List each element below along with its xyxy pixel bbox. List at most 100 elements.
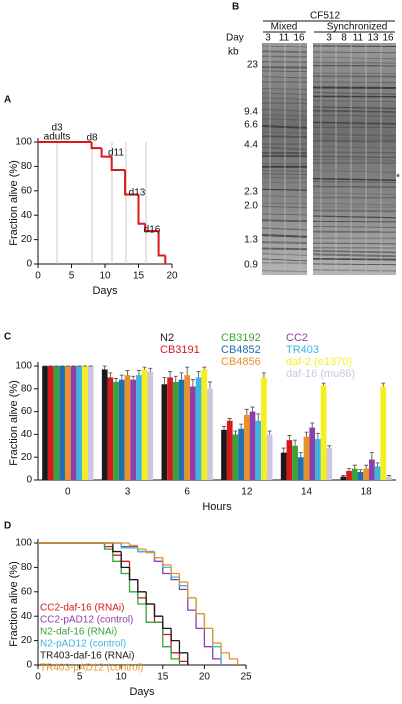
bar bbox=[124, 375, 131, 480]
gel-band bbox=[312, 220, 397, 223]
survival-step bbox=[170, 564, 180, 575]
y-tick-label: 80 bbox=[21, 562, 33, 573]
bar bbox=[70, 366, 77, 480]
bar bbox=[380, 386, 387, 480]
y-tick-label: 20 bbox=[21, 234, 33, 245]
legend-label: CB3192 bbox=[221, 332, 261, 344]
gel-band bbox=[312, 226, 397, 228]
x-tick-label: 18 bbox=[361, 487, 373, 498]
y-tick-label: 20 bbox=[21, 452, 33, 463]
error-bar bbox=[321, 382, 326, 386]
survival-step bbox=[195, 597, 205, 615]
chart-panel: D 0 20 40 60 80 100 Fraction alive (%) Days 0 5 10 1… bbox=[4, 521, 252, 698]
bar bbox=[292, 445, 298, 480]
survival-step bbox=[124, 170, 139, 196]
bar bbox=[297, 457, 304, 480]
error-bar bbox=[233, 430, 238, 435]
y-tick-label: 60 bbox=[21, 185, 33, 196]
gel-band bbox=[312, 209, 397, 213]
annotation: d16 bbox=[144, 225, 161, 236]
chart-panel: A 0 20 40 60 80 100 Fraction alive (%) Days 0 5 10 1… bbox=[4, 95, 178, 297]
x-tick-label: 15 bbox=[133, 271, 145, 282]
error-bar bbox=[375, 462, 380, 467]
gel-band bbox=[312, 158, 397, 161]
error-bar bbox=[281, 447, 286, 453]
bar bbox=[136, 375, 142, 480]
lane-label: 16 bbox=[293, 33, 305, 44]
error-bar bbox=[352, 464, 357, 469]
survival-step bbox=[110, 156, 126, 172]
bar bbox=[76, 366, 83, 480]
error-bar bbox=[173, 375, 178, 382]
survival-step bbox=[120, 543, 138, 549]
annotation: d11 bbox=[108, 148, 124, 159]
gel-band bbox=[312, 181, 397, 183]
bar bbox=[161, 384, 168, 480]
legend-label: TR403-pAD12 (control) bbox=[40, 663, 143, 674]
bar bbox=[178, 379, 185, 480]
bar bbox=[195, 377, 202, 480]
x-tick-label: 0 bbox=[35, 672, 41, 683]
size-label: 2.3 bbox=[244, 187, 258, 198]
bar bbox=[82, 366, 88, 480]
panel-label: C bbox=[4, 332, 11, 343]
bar bbox=[320, 385, 327, 480]
survival-step bbox=[212, 628, 222, 648]
survival-step bbox=[128, 573, 138, 593]
size-label: 0.9 bbox=[244, 260, 258, 271]
error-bar bbox=[244, 408, 249, 416]
legend-label: TR403 bbox=[286, 344, 319, 356]
survival-step bbox=[153, 551, 163, 559]
bar bbox=[386, 476, 392, 480]
gel-band bbox=[312, 136, 397, 140]
error-bar bbox=[108, 372, 113, 378]
survival-step bbox=[187, 582, 197, 599]
legend-label: CB4856 bbox=[221, 356, 261, 368]
bar bbox=[357, 472, 364, 480]
survival-step bbox=[162, 557, 172, 569]
survival-step bbox=[212, 628, 222, 644]
bar bbox=[351, 468, 358, 480]
gel-band bbox=[312, 250, 397, 254]
error-bar bbox=[364, 464, 369, 469]
error-bar bbox=[222, 426, 227, 430]
legend-label: N2-daf-16 (RNAi) bbox=[40, 627, 117, 638]
bar bbox=[59, 366, 65, 480]
panel-label: D bbox=[4, 521, 11, 532]
annotation: d13 bbox=[129, 188, 146, 199]
survival-step bbox=[145, 591, 155, 605]
bar bbox=[167, 377, 173, 480]
x-tick-label: 20 bbox=[166, 271, 178, 282]
survival-step bbox=[128, 561, 138, 581]
day-label: Day bbox=[226, 33, 244, 44]
group-label: Synchronized bbox=[327, 22, 388, 33]
error-bar bbox=[341, 475, 346, 477]
y-tick-label: 40 bbox=[21, 611, 33, 622]
bar bbox=[221, 429, 227, 480]
gel-band bbox=[312, 106, 397, 109]
survival-step bbox=[178, 652, 188, 662]
error-bar bbox=[227, 418, 232, 421]
error-bar bbox=[162, 377, 167, 385]
x-tick-label: 0 bbox=[65, 487, 71, 498]
lane-label: 16 bbox=[382, 33, 394, 44]
gel-band bbox=[312, 146, 397, 149]
size-label: 4.4 bbox=[244, 140, 258, 151]
gel-band bbox=[312, 81, 397, 84]
y-tick-label: 40 bbox=[21, 429, 33, 440]
bar bbox=[261, 377, 267, 480]
bar bbox=[326, 448, 333, 480]
gel-band bbox=[312, 133, 397, 137]
error-bar bbox=[304, 431, 309, 437]
survival-step bbox=[178, 640, 188, 654]
y-tick-label: 80 bbox=[21, 383, 33, 394]
bar bbox=[280, 452, 287, 480]
gel-band bbox=[312, 61, 397, 64]
bar bbox=[64, 366, 71, 480]
error-bar bbox=[131, 375, 136, 380]
legend-label: N2-pAD12 (control) bbox=[40, 639, 126, 650]
error-bar bbox=[261, 372, 266, 378]
survival-step bbox=[178, 579, 188, 591]
lane-label: 13 bbox=[367, 33, 379, 44]
